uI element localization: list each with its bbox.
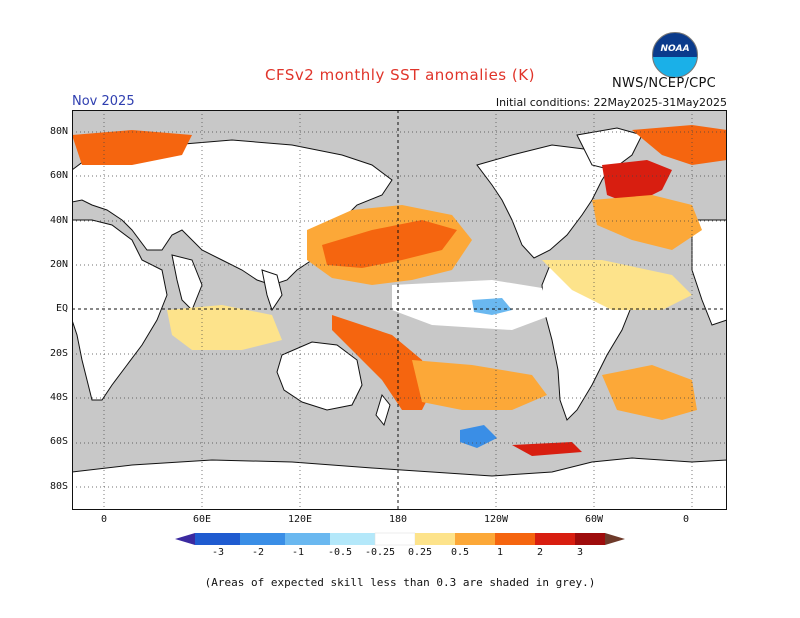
indian-ocean-warm bbox=[167, 305, 282, 350]
organization-label: NWS/NCEP/CPC bbox=[612, 76, 717, 91]
south-pacific-warm2 bbox=[412, 360, 547, 410]
colorbar-swatch bbox=[330, 533, 375, 545]
lat-label: 40N bbox=[49, 215, 68, 226]
south-ocean-cool bbox=[460, 425, 497, 448]
colorbar-swatch bbox=[455, 533, 495, 545]
colorbar-swatch bbox=[240, 533, 285, 545]
equatorial-cool bbox=[472, 298, 512, 315]
lat-label: 60N bbox=[49, 170, 68, 181]
forecast-month: Nov 2025 bbox=[72, 94, 135, 109]
colorbar-low-arrow bbox=[175, 533, 195, 545]
map-frame bbox=[72, 110, 727, 510]
skill-note: (Areas of expected skill less than 0.3 a… bbox=[204, 576, 596, 589]
colorbar-label: -0.25 bbox=[364, 547, 396, 558]
colorbar-swatch bbox=[495, 533, 535, 545]
reference-lines bbox=[72, 110, 727, 510]
north-pacific-core bbox=[322, 220, 457, 268]
southern-ocean-warm bbox=[512, 442, 582, 456]
lat-label: 40S bbox=[49, 392, 68, 403]
equatorial-neutral bbox=[392, 280, 552, 330]
sst-anomaly-map bbox=[72, 110, 727, 510]
antarctica bbox=[72, 457, 727, 510]
colorbar-label: 0.25 bbox=[407, 547, 433, 558]
lon-label: 120W bbox=[483, 514, 509, 525]
lon-label: 60W bbox=[584, 514, 604, 525]
colorbar-label: -2 bbox=[251, 547, 265, 558]
australia bbox=[276, 341, 363, 411]
anomalies bbox=[72, 125, 727, 456]
initial-conditions: Initial conditions: 22May2025-31May2025 bbox=[495, 96, 727, 109]
lat-label: EQ bbox=[55, 303, 68, 314]
lat-label: 20N bbox=[49, 259, 68, 270]
colorbar-high-arrow bbox=[605, 533, 625, 545]
colorbar-swatch bbox=[285, 533, 330, 545]
graticule bbox=[72, 110, 727, 510]
lon-label: 0 bbox=[682, 514, 690, 525]
lon-label: 60E bbox=[192, 514, 212, 525]
north-america bbox=[476, 144, 613, 259]
colorbar-swatch bbox=[535, 533, 575, 545]
lat-label: 80N bbox=[49, 126, 68, 137]
arctic-warm-west bbox=[72, 130, 192, 165]
colorbar-label: 3 bbox=[576, 547, 584, 558]
south-pacific-warm bbox=[332, 315, 432, 410]
noaa-logo: NOAA bbox=[652, 32, 698, 78]
map-title: CFSv2 monthly SST anomalies (K) bbox=[265, 66, 535, 84]
colorbar bbox=[175, 532, 625, 546]
colorbar-swatch bbox=[575, 533, 605, 545]
africa bbox=[72, 219, 168, 401]
lat-label: 80S bbox=[49, 481, 68, 492]
lon-label: 120E bbox=[287, 514, 313, 525]
greenland bbox=[576, 127, 643, 171]
lat-label: 20S bbox=[49, 348, 68, 359]
colorbar-swatch bbox=[195, 533, 240, 545]
lat-label: 60S bbox=[49, 436, 68, 447]
colorbar-label: -3 bbox=[211, 547, 225, 558]
noaa-logo-text: NOAA bbox=[660, 44, 690, 54]
se-asia bbox=[261, 269, 283, 312]
new-zealand bbox=[375, 393, 391, 427]
colorbar-label: 1 bbox=[496, 547, 504, 558]
colorbar-label: -1 bbox=[291, 547, 305, 558]
north-atlantic-warm bbox=[602, 160, 672, 205]
arctic-warm-east bbox=[632, 125, 727, 165]
south-atlantic-warm bbox=[602, 365, 697, 420]
colorbar-swatch bbox=[374, 532, 416, 546]
colorbar-label: 2 bbox=[536, 547, 544, 558]
north-atlantic-warm2 bbox=[592, 195, 702, 250]
colorbar-label: 0.5 bbox=[450, 547, 470, 558]
colorbar-label: -0.5 bbox=[327, 547, 353, 558]
lon-label: 180 bbox=[388, 514, 408, 525]
lon-label: 0 bbox=[100, 514, 108, 525]
tropical-atlantic bbox=[542, 260, 692, 310]
colorbar-swatch bbox=[415, 533, 455, 545]
